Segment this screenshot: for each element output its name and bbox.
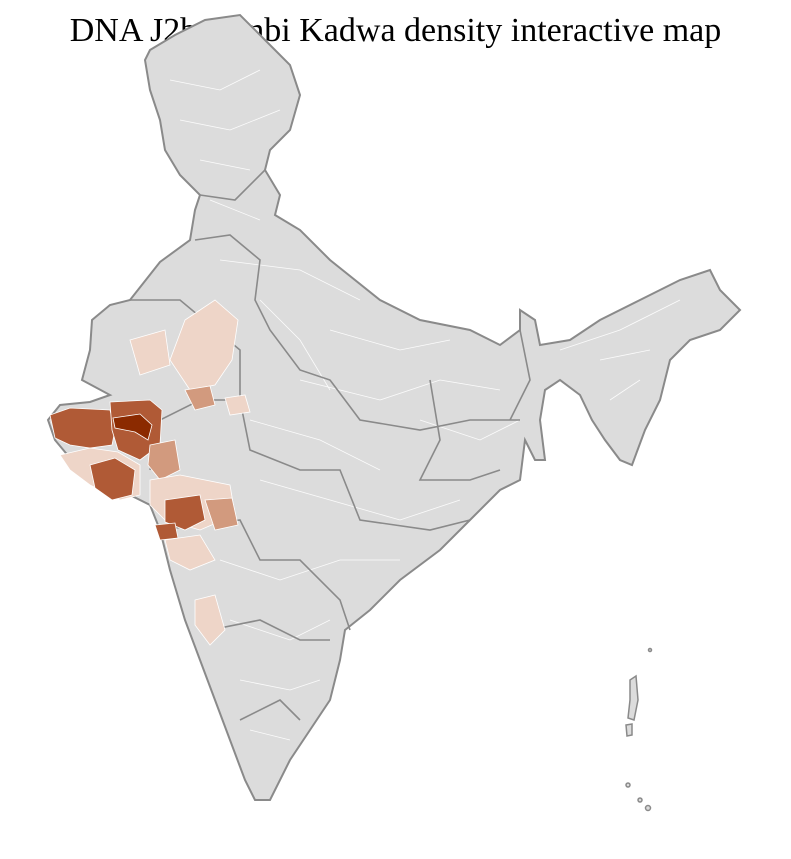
district-high-thane[interactable]	[154, 522, 179, 541]
india-outline	[46, 13, 742, 801]
district-low-mp[interactable]	[224, 394, 251, 416]
district-very-high-north-gujarat[interactable]	[112, 413, 153, 441]
district-low-karnataka[interactable]	[194, 594, 226, 646]
district-high-maharashtra[interactable]	[164, 494, 206, 531]
andaman-nicobar-islands	[625, 647, 653, 812]
district-medium-rajasthan[interactable]	[184, 385, 216, 411]
district-low-maharashtra-south[interactable]	[164, 534, 216, 571]
district-low-rajasthan[interactable]	[169, 299, 239, 391]
district-high-kutch[interactable]	[49, 407, 116, 449]
district-medium-maharashtra[interactable]	[204, 497, 239, 531]
district-medium-central-gujarat[interactable]	[147, 439, 181, 481]
district-low-rajasthan-west[interactable]	[129, 329, 171, 376]
district-high-saurashtra[interactable]	[89, 457, 136, 501]
district-borders	[169, 69, 681, 741]
density-districts[interactable]	[49, 299, 251, 646]
